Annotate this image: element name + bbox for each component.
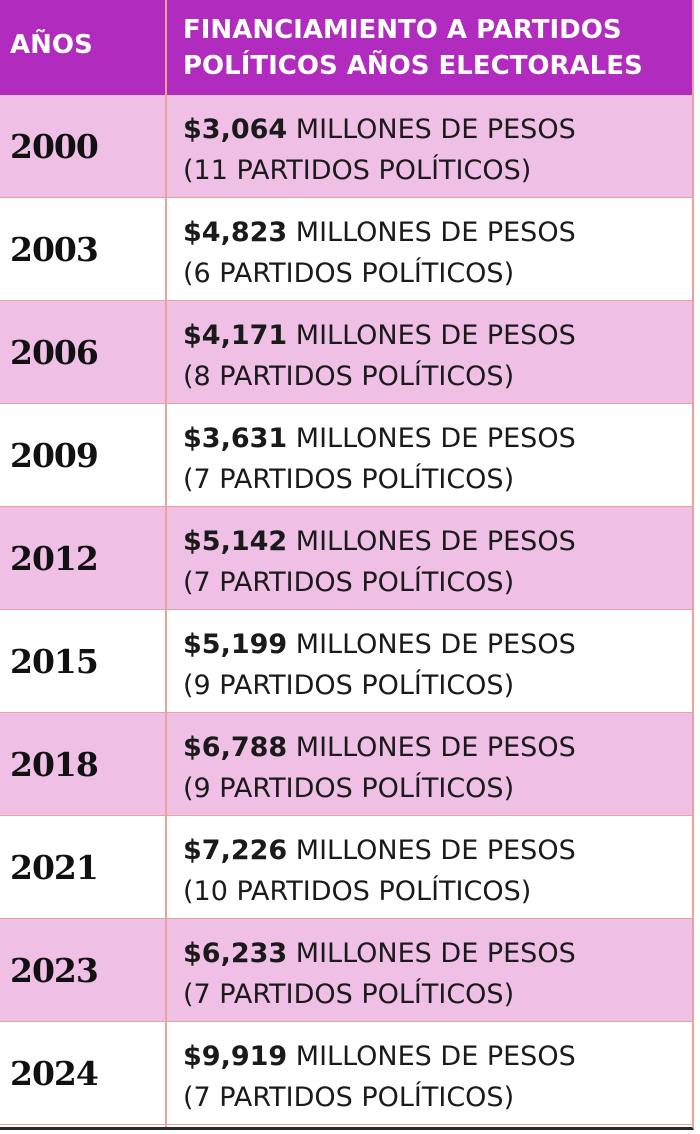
- row-unit: MILLONES DE PESOS: [295, 629, 576, 660]
- row-amount-line: $7,226 MILLONES DE PESOS: [183, 830, 688, 871]
- row-year: 2021: [10, 847, 99, 887]
- row-amount-line: $4,823 MILLONES DE PESOS: [183, 212, 688, 253]
- row-parties: (6 PARTIDOS POLÍTICOS): [183, 258, 515, 289]
- row-year: 2023: [10, 950, 99, 990]
- row-year: 2018: [10, 744, 99, 784]
- row-amount: $4,171: [183, 320, 288, 351]
- row-year: 2015: [10, 641, 99, 681]
- table-row: 2006 $4,171 MILLONES DE PESOS (8 PARTIDOS …: [0, 301, 692, 404]
- header-description: FINANCIAMIENTO A PARTIDOS POLÍTICOS AÑOS…: [183, 15, 643, 81]
- row-description: $5,199 MILLONES DE PESOS (9 PARTIDOS POLÍ…: [183, 624, 688, 706]
- row-description: $3,631 MILLONES DE PESOS (7 PARTIDOS POLÍ…: [183, 418, 688, 500]
- row-unit: MILLONES DE PESOS: [295, 217, 576, 248]
- row-parties: (8 PARTIDOS POLÍTICOS): [183, 361, 515, 392]
- row-amount-line: $9,919 MILLONES DE PESOS: [183, 1036, 688, 1077]
- table-row: 2021 $7,226 MILLONES DE PESOS (10 PARTIDOS…: [0, 816, 692, 919]
- table-row: 2000 $3,064 MILLONES DE PESOS (11 PARTIDOS…: [0, 95, 692, 198]
- table-row: 2024 $9,919 MILLONES DE PESOS (7 PARTIDOS …: [0, 1022, 692, 1125]
- row-amount: $9,919: [183, 1041, 288, 1072]
- table-row: 2003 $4,823 MILLONES DE PESOS (6 PARTIDOS …: [0, 198, 692, 301]
- row-year: 2003: [10, 229, 99, 269]
- row-unit: MILLONES DE PESOS: [295, 114, 576, 145]
- row-year: 2012: [10, 538, 99, 578]
- row-amount: $6,788: [183, 732, 288, 763]
- row-amount: $3,064: [183, 114, 288, 145]
- row-unit: MILLONES DE PESOS: [295, 1041, 576, 1072]
- row-parties: (10 PARTIDOS POLÍTICOS): [183, 876, 532, 907]
- row-parties: (11 PARTIDOS POLÍTICOS): [183, 155, 532, 186]
- table-row: 2023 $6,233 MILLONES DE PESOS (7 PARTIDOS …: [0, 919, 692, 1022]
- row-year: 2024: [10, 1053, 99, 1093]
- row-amount: $5,199: [183, 629, 288, 660]
- row-unit: MILLONES DE PESOS: [295, 320, 576, 351]
- table-row: 2015 $5,199 MILLONES DE PESOS (9 PARTIDOS …: [0, 610, 692, 713]
- row-year: 2006: [10, 332, 99, 372]
- row-description: $6,233 MILLONES DE PESOS (7 PARTIDOS POLÍ…: [183, 933, 688, 1015]
- row-unit: MILLONES DE PESOS: [295, 526, 576, 557]
- row-amount-line: $6,233 MILLONES DE PESOS: [183, 933, 688, 974]
- row-unit: MILLONES DE PESOS: [295, 938, 576, 969]
- row-amount: $5,142: [183, 526, 288, 557]
- row-year: 2009: [10, 435, 99, 475]
- table-row: 2009 $3,631 MILLONES DE PESOS (7 PARTIDOS …: [0, 404, 692, 507]
- row-description: $5,142 MILLONES DE PESOS (7 PARTIDOS POLÍ…: [183, 521, 688, 603]
- row-unit: MILLONES DE PESOS: [295, 835, 576, 866]
- table-body: 2000 $3,064 MILLONES DE PESOS (11 PARTIDOS…: [0, 95, 692, 1125]
- row-amount: $6,233: [183, 938, 288, 969]
- row-description: $3,064 MILLONES DE PESOS (11 PARTIDOS POL…: [183, 109, 688, 191]
- row-unit: MILLONES DE PESOS: [295, 732, 576, 763]
- row-amount: $3,631: [183, 423, 288, 454]
- row-amount-line: $5,142 MILLONES DE PESOS: [183, 521, 688, 562]
- column-divider: [165, 0, 167, 1127]
- table-header: AÑOS FINANCIAMIENTO A PARTIDOS POLÍTICOS…: [0, 0, 692, 95]
- row-amount-line: $4,171 MILLONES DE PESOS: [183, 315, 688, 356]
- row-parties: (7 PARTIDOS POLÍTICOS): [183, 979, 515, 1010]
- row-amount-line: $6,788 MILLONES DE PESOS: [183, 727, 688, 768]
- row-amount-line: $3,631 MILLONES DE PESOS: [183, 418, 688, 459]
- row-amount: $7,226: [183, 835, 288, 866]
- row-description: $4,823 MILLONES DE PESOS (6 PARTIDOS POLÍ…: [183, 212, 688, 294]
- row-parties: (9 PARTIDOS POLÍTICOS): [183, 670, 515, 701]
- row-year: 2000: [10, 126, 99, 166]
- row-description: $9,919 MILLONES DE PESOS (7 PARTIDOS POLÍ…: [183, 1036, 688, 1118]
- row-unit: MILLONES DE PESOS: [295, 423, 576, 454]
- header-years: AÑOS: [10, 30, 93, 60]
- row-parties: (7 PARTIDOS POLÍTICOS): [183, 567, 515, 598]
- table-row: 2018 $6,788 MILLONES DE PESOS (9 PARTIDOS …: [0, 713, 692, 816]
- row-description: $7,226 MILLONES DE PESOS (10 PARTIDOS POL…: [183, 830, 688, 912]
- row-amount-line: $3,064 MILLONES DE PESOS: [183, 109, 688, 150]
- row-description: $4,171 MILLONES DE PESOS (8 PARTIDOS POLÍ…: [183, 315, 688, 397]
- row-description: $6,788 MILLONES DE PESOS (9 PARTIDOS POLÍ…: [183, 727, 688, 809]
- row-parties: (7 PARTIDOS POLÍTICOS): [183, 464, 515, 495]
- row-parties: (7 PARTIDOS POLÍTICOS): [183, 1082, 515, 1113]
- table-row: 2012 $5,142 MILLONES DE PESOS (7 PARTIDOS …: [0, 507, 692, 610]
- row-amount: $4,823: [183, 217, 288, 248]
- row-amount-line: $5,199 MILLONES DE PESOS: [183, 624, 688, 665]
- row-parties: (9 PARTIDOS POLÍTICOS): [183, 773, 515, 804]
